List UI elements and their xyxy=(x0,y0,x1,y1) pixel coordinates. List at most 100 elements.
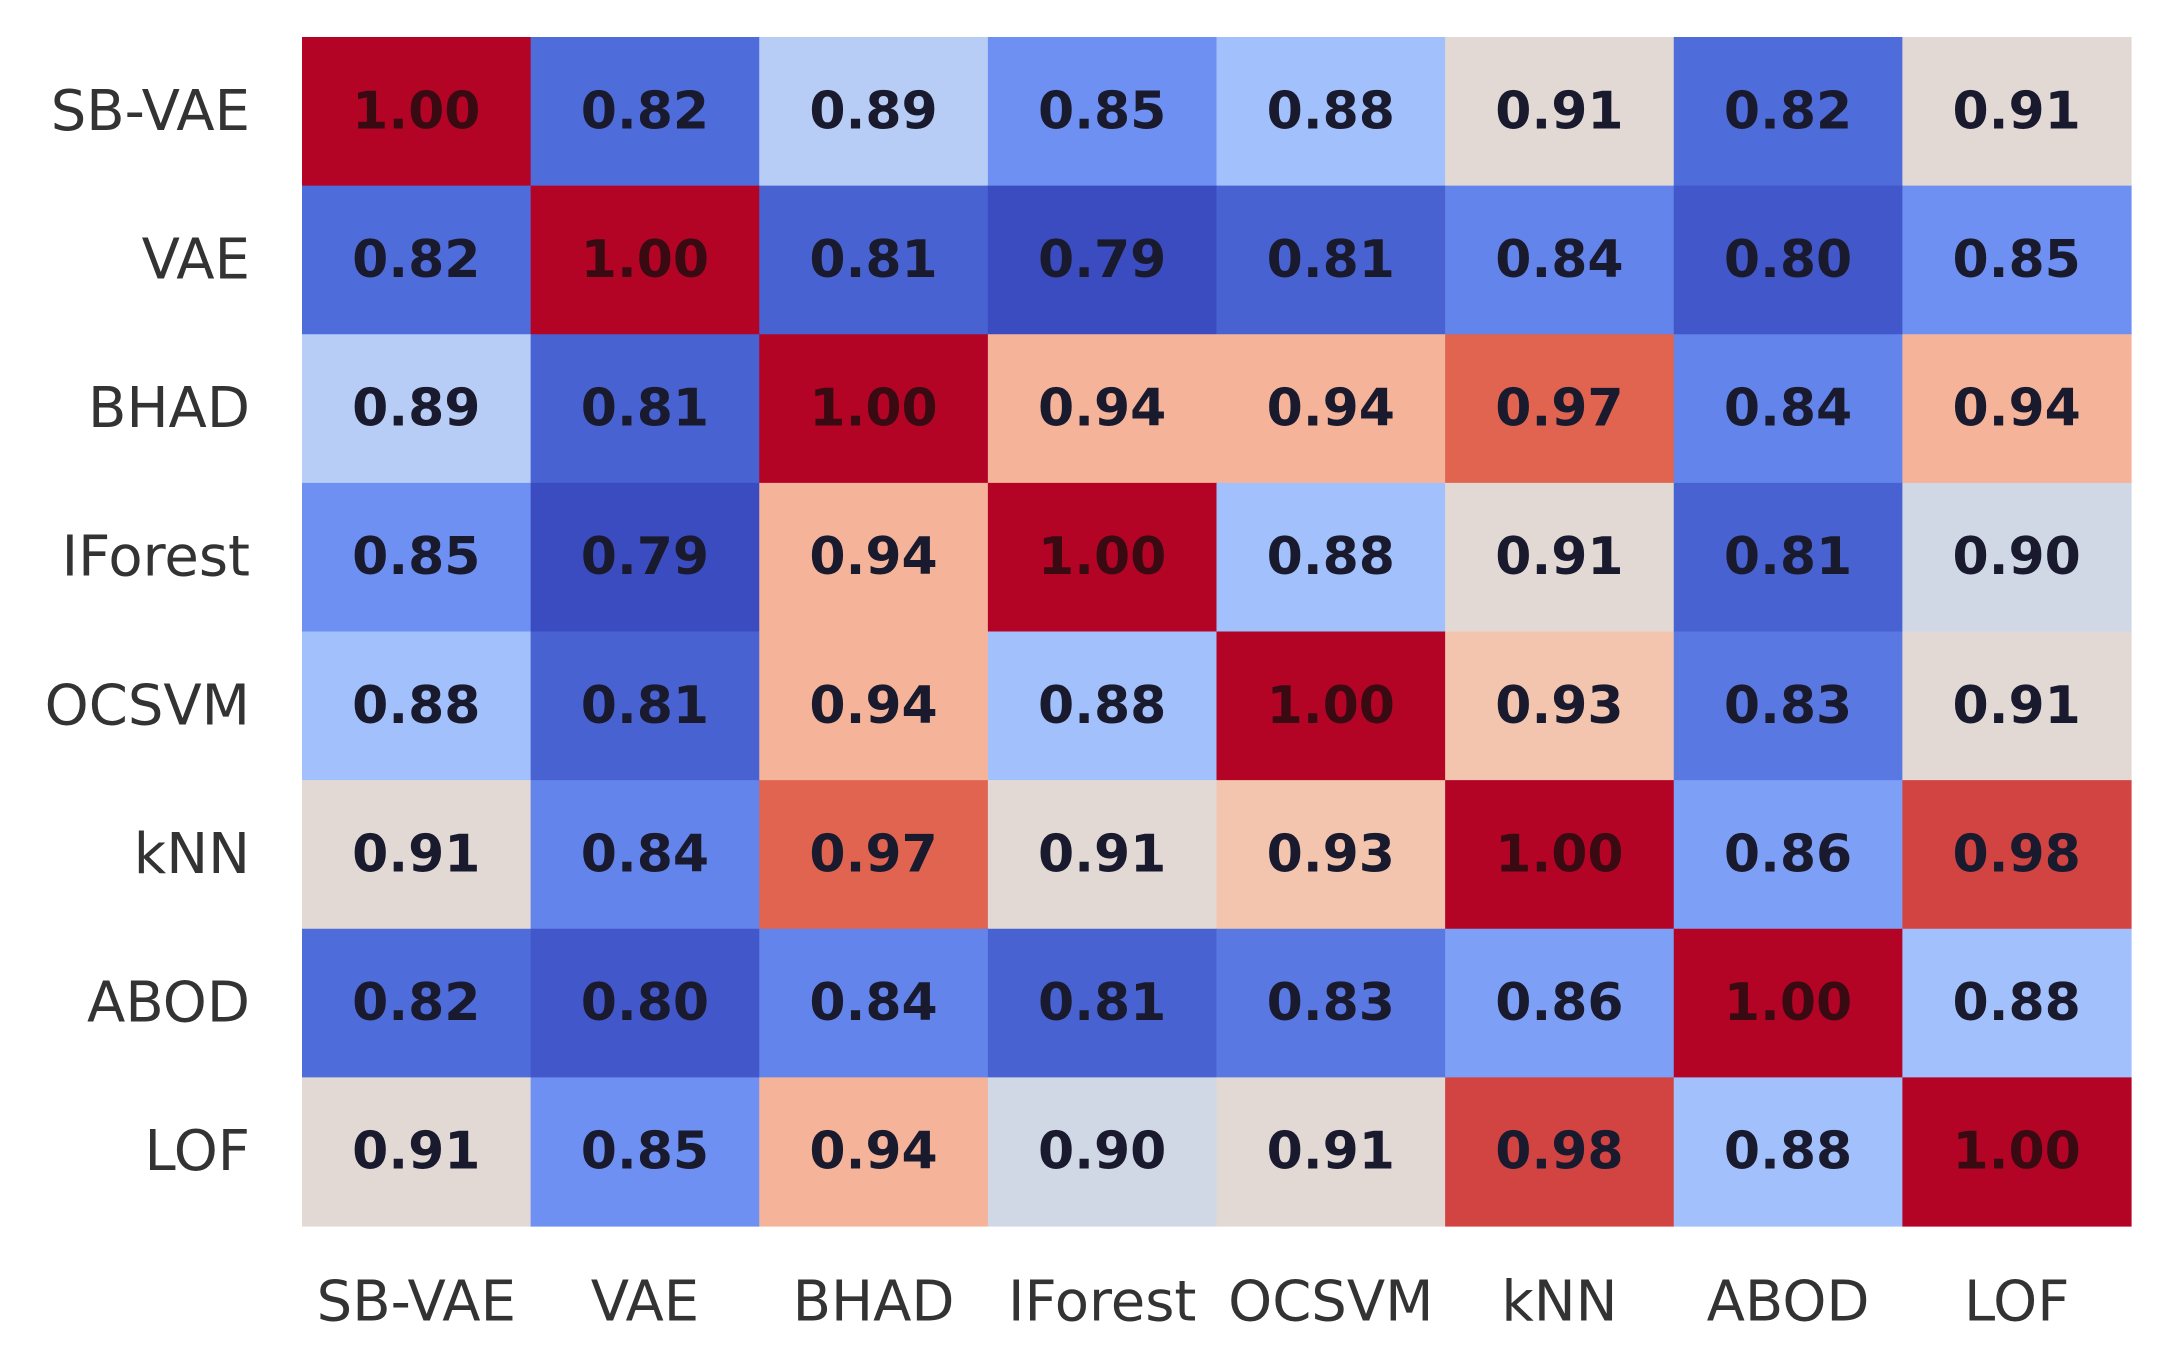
x-tick-label: IForest xyxy=(1008,1270,1196,1335)
cell-value-label: 0.98 xyxy=(1953,824,2081,884)
cell-value-label: 0.88 xyxy=(1267,81,1395,141)
heatmap-cell-LOF-SB-VAE xyxy=(302,1077,532,1227)
heatmap-annotations: 1.00 0.82 0.89 0.85 0.88 0.91 0.82 0.91 0.82 1.00… xyxy=(352,81,2081,1181)
heatmap-cell-BHAD-ABOD xyxy=(1673,334,1903,484)
cell-value-label: 0.84 xyxy=(1724,379,1852,439)
heatmap-cell-IForest-kNN xyxy=(1445,482,1675,633)
heatmap-cell-kNN-kNN xyxy=(1445,780,1675,930)
cell-value-label: 0.91 xyxy=(1953,81,2081,141)
heatmap-cell-IForest-VAE xyxy=(530,482,760,633)
cell-value-label: 0.81 xyxy=(581,676,709,736)
cell-value-label: 0.88 xyxy=(352,676,480,736)
cell-value-label: 0.81 xyxy=(1267,230,1395,290)
heatmap-cell-OCSVM-LOF xyxy=(1902,631,2132,781)
y-tick-label: OCSVM xyxy=(45,673,250,738)
x-tick-label: SB-VAE xyxy=(317,1270,516,1335)
heatmap-cell-BHAD-LOF xyxy=(1902,334,2132,484)
cell-value-label: 0.88 xyxy=(1038,676,1166,736)
heatmap-cell-SB-VAE-SB-VAE xyxy=(302,37,532,187)
cell-value-label: 0.91 xyxy=(352,1122,480,1182)
heatmap-cell-VAE-VAE xyxy=(530,185,760,335)
x-tick-label: BHAD xyxy=(793,1270,955,1335)
heatmap-cell-kNN-BHAD xyxy=(759,780,989,930)
y-tick-label: IForest xyxy=(62,525,250,590)
cell-value-label: 0.79 xyxy=(1038,230,1166,290)
cell-value-label: 0.85 xyxy=(352,527,480,587)
cell-value-label: 1.00 xyxy=(1495,824,1623,884)
cell-value-label: 0.97 xyxy=(809,824,937,884)
cell-value-label: 0.89 xyxy=(809,81,937,141)
heatmap-cell-SB-VAE-LOF xyxy=(1902,37,2132,187)
heatmap-cell-SB-VAE-VAE xyxy=(530,37,760,187)
heatmap-cell-SB-VAE-OCSVM xyxy=(1216,37,1446,187)
cell-value-label: 0.93 xyxy=(1495,676,1623,736)
cell-value-label: 0.91 xyxy=(1495,527,1623,587)
heatmap-cell-SB-VAE-kNN xyxy=(1445,37,1675,187)
cell-value-label: 0.81 xyxy=(809,230,937,290)
x-tick-label: LOF xyxy=(1964,1270,2070,1335)
heatmap-cell-OCSVM-SB-VAE xyxy=(302,631,532,781)
cell-value-label: 1.00 xyxy=(809,379,937,439)
cell-value-label: 0.86 xyxy=(1495,973,1623,1033)
heatmap-cell-OCSVM-VAE xyxy=(530,631,760,781)
heatmap-cell-BHAD-IForest xyxy=(987,334,1218,484)
heatmap-cell-ABOD-ABOD xyxy=(1673,928,1903,1078)
cell-value-label: 0.88 xyxy=(1724,1122,1852,1182)
heatmap-cell-ABOD-BHAD xyxy=(759,928,989,1078)
cell-value-label: 1.00 xyxy=(581,230,709,290)
x-tick-label: kNN xyxy=(1501,1270,1617,1335)
cell-value-label: 0.91 xyxy=(1495,81,1623,141)
cell-value-label: 1.00 xyxy=(1953,1122,2081,1182)
cell-value-label: 0.94 xyxy=(809,1122,937,1182)
cell-value-label: 0.98 xyxy=(1495,1122,1623,1182)
heatmap-cells xyxy=(302,37,2132,1227)
heatmap-cell-ABOD-IForest xyxy=(987,928,1218,1078)
heatmap-cell-VAE-OCSVM xyxy=(1216,185,1446,335)
heatmap-cell-OCSVM-OCSVM xyxy=(1216,631,1446,781)
cell-value-label: 0.83 xyxy=(1267,973,1395,1033)
heatmap-cell-kNN-VAE xyxy=(530,780,760,930)
cell-value-label: 0.91 xyxy=(352,824,480,884)
heatmap-cell-kNN-OCSVM xyxy=(1216,780,1446,930)
cell-value-label: 0.82 xyxy=(581,81,709,141)
cell-value-label: 1.00 xyxy=(1038,527,1166,587)
cell-value-label: 0.84 xyxy=(581,824,709,884)
heatmap-cell-IForest-SB-VAE xyxy=(302,482,532,633)
heatmap-cell-IForest-ABOD xyxy=(1673,482,1903,633)
cell-value-label: 0.94 xyxy=(809,527,937,587)
heatmap-cell-OCSVM-ABOD xyxy=(1673,631,1903,781)
cell-value-label: 0.84 xyxy=(809,973,937,1033)
cell-value-label: 0.85 xyxy=(1038,81,1166,141)
cell-value-label: 1.00 xyxy=(1724,973,1852,1033)
cell-value-label: 0.94 xyxy=(1038,379,1166,439)
y-tick-label: SB-VAE xyxy=(51,79,250,144)
cell-value-label: 0.90 xyxy=(1038,1122,1166,1182)
cell-value-label: 1.00 xyxy=(1267,676,1395,736)
heatmap-cell-ABOD-kNN xyxy=(1445,928,1675,1078)
heatmap-cell-kNN-IForest xyxy=(987,780,1218,930)
heatmap-cell-BHAD-BHAD xyxy=(759,334,989,484)
heatmap-cell-LOF-BHAD xyxy=(759,1077,989,1227)
cell-value-label: 0.84 xyxy=(1495,230,1623,290)
heatmap-cell-ABOD-OCSVM xyxy=(1216,928,1446,1078)
heatmap-cell-BHAD-kNN xyxy=(1445,334,1675,484)
heatmap-cell-LOF-VAE xyxy=(530,1077,760,1227)
cell-value-label: 0.91 xyxy=(1038,824,1166,884)
heatmap-cell-ABOD-VAE xyxy=(530,928,760,1078)
heatmap-cell-ABOD-SB-VAE xyxy=(302,928,532,1078)
heatmap-cell-SB-VAE-ABOD xyxy=(1673,37,1903,187)
heatmap-cell-OCSVM-IForest xyxy=(987,631,1218,781)
cell-value-label: 0.81 xyxy=(581,379,709,439)
cell-value-label: 0.82 xyxy=(1724,81,1852,141)
heatmap-cell-BHAD-OCSVM xyxy=(1216,334,1446,484)
y-tick-label: BHAD xyxy=(88,376,250,441)
heatmap-cell-BHAD-VAE xyxy=(530,334,760,484)
cell-value-label: 1.00 xyxy=(352,81,480,141)
heatmap-cell-LOF-kNN xyxy=(1445,1077,1675,1227)
heatmap-cell-kNN-SB-VAE xyxy=(302,780,532,930)
heatmap-cell-VAE-IForest xyxy=(987,185,1218,335)
y-tick-labels: SB-VAE VAE BHAD IForest OCSVM kNN ABOD LOF xyxy=(45,79,250,1184)
cell-value-label: 0.80 xyxy=(581,973,709,1033)
heatmap-cell-kNN-LOF xyxy=(1902,780,2132,930)
